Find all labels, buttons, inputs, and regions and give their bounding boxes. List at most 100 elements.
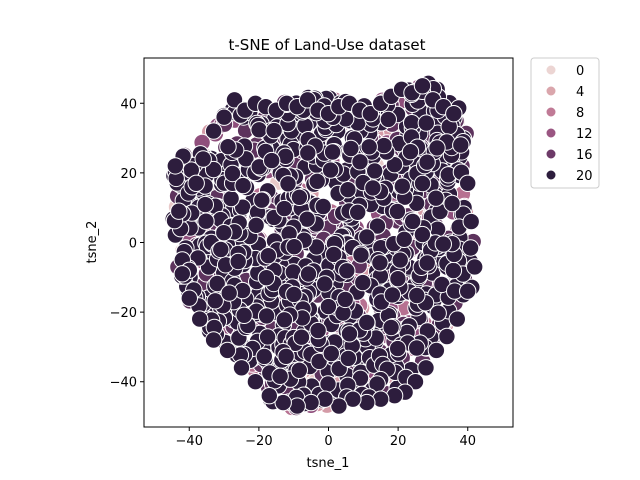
scatter-point: [258, 328, 277, 346]
scatter-point: [206, 292, 224, 310]
legend-marker: [545, 169, 557, 181]
scatter-point: [330, 397, 348, 415]
scatter-point: [250, 121, 268, 139]
scatter-point: [418, 254, 436, 272]
legend-label: 0: [576, 64, 584, 79]
scatter-point: [401, 143, 420, 161]
scatter-point: [218, 341, 237, 360]
scatter-point: [310, 352, 328, 371]
scatter-point: [234, 176, 252, 195]
scatter-point: [204, 331, 223, 349]
scatter-point: [196, 195, 215, 214]
scatter-point: [366, 162, 384, 180]
scatter-point: [170, 202, 188, 220]
scatter-point: [197, 212, 215, 230]
scatter-point: [319, 297, 338, 316]
scatter-point: [279, 175, 297, 193]
scatter-point: [354, 273, 372, 292]
scatter-point: [309, 321, 327, 340]
scatter-point: [232, 359, 251, 377]
scatter-point: [220, 284, 238, 302]
scatter-point: [247, 216, 265, 235]
scatter-point: [265, 121, 283, 140]
scatter-point: [223, 164, 242, 183]
scatter-point: [208, 274, 226, 293]
legend-marker: [545, 148, 557, 160]
scatter-point: [418, 153, 436, 171]
scatter-point: [321, 161, 340, 179]
scatter-point: [427, 341, 446, 360]
scatter-point: [277, 347, 295, 365]
scatter-point: [360, 138, 378, 156]
scatter-point: [253, 191, 271, 209]
x-tick-label: 40: [459, 434, 476, 449]
scatter-point: [395, 230, 413, 249]
scatter-point: [191, 310, 209, 328]
scatter-point: [351, 153, 369, 171]
scatter-point: [319, 375, 337, 393]
scatter-point: [285, 285, 303, 304]
scatter-point: [298, 91, 317, 109]
scatter-point: [429, 304, 447, 322]
scatter-point: [404, 212, 422, 231]
scatter-point: [194, 150, 212, 168]
scatter-point: [339, 349, 357, 368]
scatter-point: [408, 286, 426, 305]
scatter-point: [389, 270, 407, 288]
scatter-point: [259, 247, 277, 265]
scatter-point: [413, 77, 432, 95]
scatter-point: [383, 286, 402, 304]
legend-label: 4: [576, 85, 584, 100]
y-tick-label: −20: [110, 306, 137, 321]
scatter-point: [417, 359, 435, 377]
x-axis: −40 −20 0 20 40: [176, 427, 476, 449]
scatter-point: [461, 239, 480, 257]
scatter-point: [187, 174, 205, 193]
scatter-point: [340, 325, 359, 343]
scatter-point: [308, 172, 326, 191]
legend-label: 8: [576, 106, 584, 121]
scatter-point: [322, 344, 340, 363]
scatter-point: [215, 224, 233, 242]
scatter-point: [358, 228, 376, 246]
scatter-point: [290, 188, 309, 207]
scatter-point: [274, 393, 292, 412]
scatter-point: [338, 262, 356, 280]
scatter-point: [342, 139, 360, 158]
scatter-point: [204, 160, 223, 179]
scatter-point: [466, 258, 484, 276]
scatter-point: [166, 157, 185, 175]
scatter-point: [215, 108, 233, 126]
legend-marker: [545, 85, 557, 97]
scatter-point: [339, 181, 357, 199]
x-axis-label: tsne_1: [307, 456, 350, 471]
scatter-point: [417, 114, 435, 132]
legend-marker: [545, 106, 557, 118]
legend-marker: [545, 64, 557, 76]
y-axis-label: tsne_2: [85, 221, 100, 264]
scatter-point: [438, 327, 456, 346]
legend-label: 20: [576, 169, 593, 184]
scatter-point: [349, 203, 367, 222]
scatter-point: [325, 245, 343, 264]
scatter-point: [275, 311, 294, 329]
scatter-point: [361, 105, 379, 123]
scatter-point: [212, 240, 230, 259]
scatter-point: [358, 313, 376, 332]
x-tick-label: 20: [390, 434, 407, 449]
x-tick-label: −20: [245, 434, 272, 449]
scatter-point: [413, 225, 432, 244]
y-axis: −40 −20 0 20 40: [110, 97, 144, 391]
scatter-point: [235, 306, 253, 324]
scatter-point: [389, 339, 407, 358]
y-tick-label: 40: [120, 97, 137, 112]
scatter-point: [444, 261, 463, 280]
scatter-point: [371, 254, 389, 272]
scatter-point: [275, 199, 293, 218]
scatter-points: [164, 74, 484, 417]
scatter-point: [388, 202, 407, 221]
scatter-point: [428, 139, 446, 157]
scatter-point: [391, 251, 409, 269]
scatter-point: [285, 238, 303, 256]
